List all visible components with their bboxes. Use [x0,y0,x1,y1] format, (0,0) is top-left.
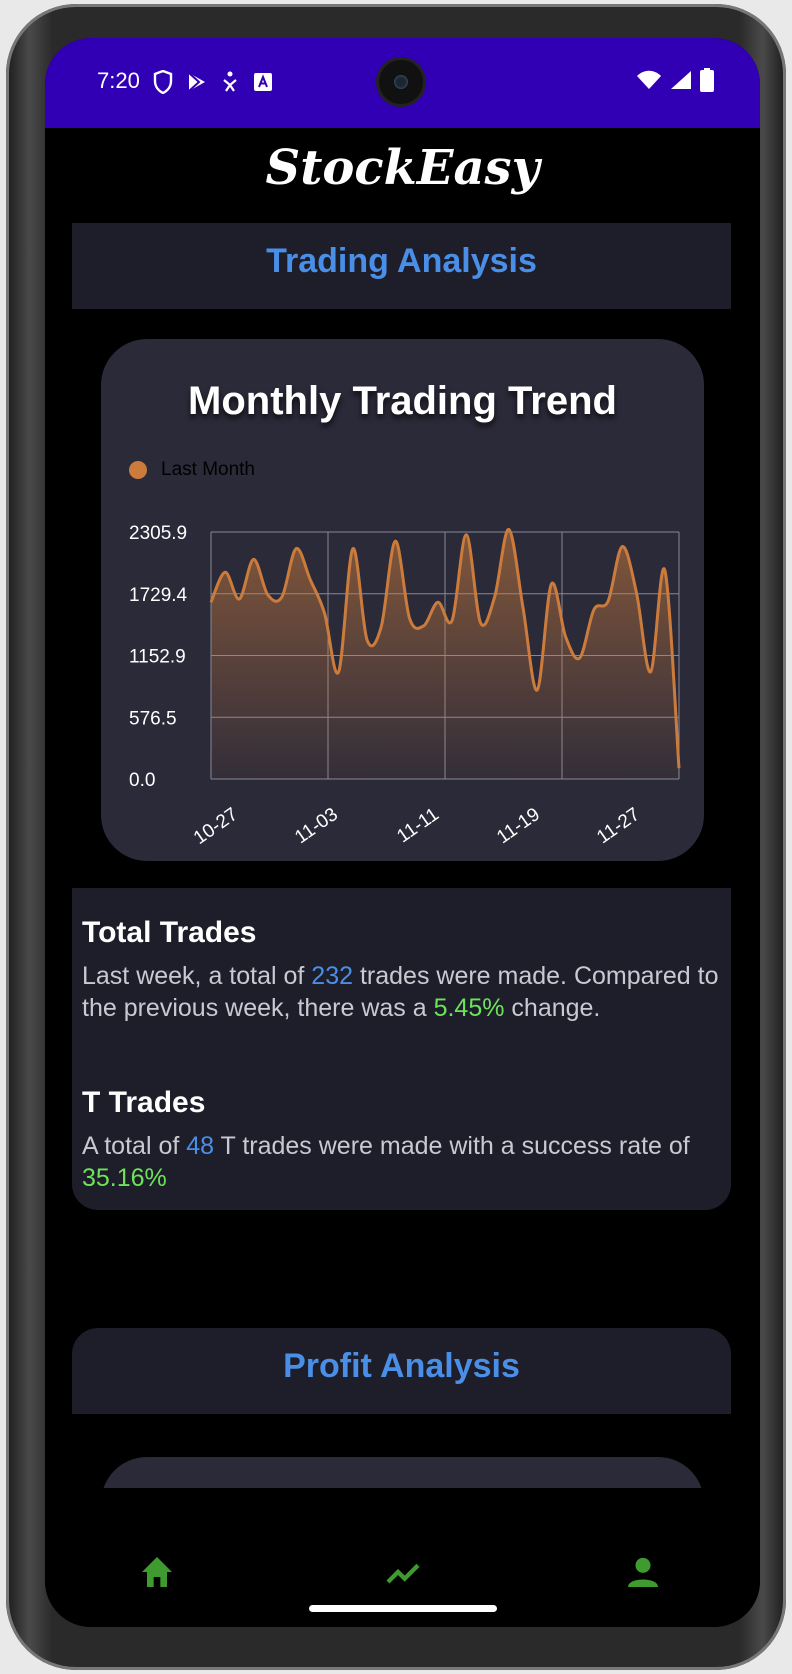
total-trades-change: 5.45% [433,994,505,1022]
shield-icon [153,70,173,94]
status-icons-right [636,68,714,92]
phone-frame: 7:20 StockEasy Trading Analysis Monthly … [6,4,786,1670]
trading-trend-chart: 2305.9 1729.4 1152.9 576.5 0.0 10-27 11-03 11-… [129,523,681,849]
total-trades-text: Last week, a total of 232 trades were ma… [82,960,722,1024]
total-trades-title: Total Trades [82,916,257,949]
home-indicator[interactable] [309,1605,497,1612]
app-title: StockEasy [265,140,540,196]
t-trades-text: A total of 48 T trades were made with a … [82,1130,722,1194]
chart-series-line [209,527,681,769]
legend-dot [129,461,147,479]
scroll-content[interactable]: Trading Analysis Monthly Trading Trend L… [45,223,760,1523]
trading-analysis-header: Trading Analysis [72,223,731,309]
chart-area-fill [211,529,679,779]
status-bar: 7:20 [45,38,760,128]
play-store-icon [188,72,205,92]
x-tick-label: 11-03 [291,804,342,848]
status-time: 7:20 [97,68,140,93]
signal-icon [671,71,691,89]
total-trades-text-before: Last week, a total of [82,962,312,990]
accessibility-icon [223,71,237,92]
x-tick-label: 11-19 [493,804,544,848]
total-trades-count: 232 [311,962,354,990]
y-tick-label: 576.5 [129,708,177,729]
battery-icon [700,68,714,92]
t-trades-title: T Trades [82,1086,206,1119]
x-tick-label: 10-27 [190,804,242,849]
total-trades-text-middle: trades were made. Compared to the previo… [82,962,719,1022]
t-trades-text-before: A total of [82,1132,187,1160]
x-tick-label: 11-11 [393,804,443,847]
trading-chart-card: Monthly Trading Trend Last Month [101,339,704,861]
profit-analysis-header: Profit Analysis [72,1328,731,1414]
t-trades-text-middle: T trades were made with a success rate o… [214,1132,690,1160]
wifi-icon [637,70,661,89]
trend-icon[interactable] [383,1552,423,1592]
font-a-icon [254,73,272,91]
y-tick-label: 1152.9 [129,647,186,668]
x-tick-label: 11-27 [593,804,644,848]
person-icon[interactable] [623,1552,663,1592]
chart-legend[interactable]: Last Month [129,459,255,481]
status-icons-left [153,70,273,94]
total-trades-text-after: change. [504,994,601,1022]
y-tick-label: 1729.4 [129,585,188,606]
t-trades-rate: 35.16% [82,1164,167,1192]
bottom-navigation [45,1488,760,1627]
trade-stats-card: Total Trades Last week, a total of 232 t… [72,888,731,1210]
legend-label: Last Month [161,459,255,480]
y-tick-label: 0.0 [129,770,155,791]
chart-title: Monthly Trading Trend [188,379,617,423]
home-icon[interactable] [137,1552,177,1592]
y-tick-label: 2305.9 [129,523,187,544]
t-trades-count: 48 [186,1132,215,1160]
screen: 7:20 StockEasy Trading Analysis Monthly … [45,38,760,1627]
front-camera [379,60,423,104]
